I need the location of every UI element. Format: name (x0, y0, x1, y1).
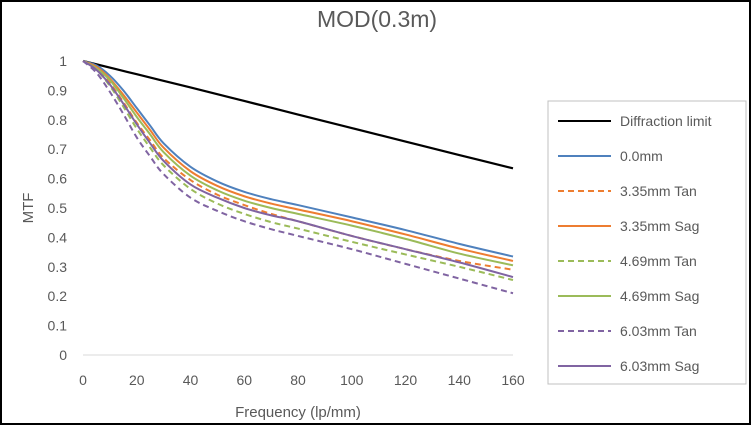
series-line-4-69mm-sag (82, 60, 514, 267)
series-line-6-03mm-tan (82, 60, 514, 295)
series-line-4-69mm-tan (82, 60, 514, 282)
x-tick-label: 40 (183, 372, 199, 388)
x-tick-label: 100 (340, 372, 364, 388)
series-line-6-03mm-sag (82, 60, 514, 279)
legend-label-3-35mm-tan: 3.35mm Tan (620, 183, 697, 199)
y-tick-label: 0.3 (48, 259, 68, 275)
x-tick-label: 60 (236, 372, 252, 388)
series-line-0-0mm (82, 60, 514, 258)
chart-title: MOD(0.3m) (317, 6, 437, 32)
legend-label-4-69mm-tan: 4.69mm Tan (620, 253, 697, 269)
y-tick-label: 0.9 (48, 82, 68, 98)
legend-label-0-0mm: 0.0mm (620, 148, 663, 164)
x-tick-label: 140 (448, 372, 472, 388)
series-line-diffraction-limit (82, 59, 514, 170)
y-axis-ticks: 0 0.1 0.2 0.3 0.4 0.5 0.6 0.7 0.8 0.9 1 (48, 53, 68, 363)
x-tick-label: 20 (129, 372, 145, 388)
y-tick-label: 0.8 (48, 112, 68, 128)
x-tick-label: 80 (290, 372, 306, 388)
legend-label-4-69mm-sag: 4.69mm Sag (620, 288, 699, 304)
y-tick-label: 0.7 (48, 141, 68, 157)
x-axis-label: Frequency (lp/mm) (235, 404, 361, 421)
series-line-3-35mm-tan (82, 60, 514, 271)
legend: Diffraction limit 0.0mm 3.35mm Tan 3.35mm S… (558, 113, 712, 374)
x-axis-ticks: 0 20 40 60 80 100 120 140 160 (79, 372, 525, 388)
legend-label-6-03mm-tan: 6.03mm Tan (620, 323, 697, 339)
legend-label-6-03mm-sag: 6.03mm Sag (620, 358, 699, 374)
y-tick-label: 0 (59, 347, 67, 363)
y-tick-label: 0.6 (48, 171, 68, 187)
x-tick-label: 0 (79, 372, 87, 388)
y-axis-label: MTF (20, 193, 37, 224)
y-tick-label: 1 (59, 53, 67, 69)
legend-label-diffraction-limit: Diffraction limit (620, 113, 712, 129)
series-line-3-35mm-sag (82, 60, 514, 262)
y-tick-label: 0.2 (48, 288, 68, 304)
legend-label-3-35mm-sag: 3.35mm Sag (620, 218, 699, 234)
y-tick-label: 0.5 (48, 200, 68, 216)
legend-box (547, 100, 747, 385)
series-layer (82, 59, 514, 295)
y-tick-label: 0.4 (48, 229, 68, 245)
x-tick-label: 120 (394, 372, 418, 388)
y-tick-label: 0.1 (48, 318, 68, 334)
x-tick-label: 160 (501, 372, 525, 388)
